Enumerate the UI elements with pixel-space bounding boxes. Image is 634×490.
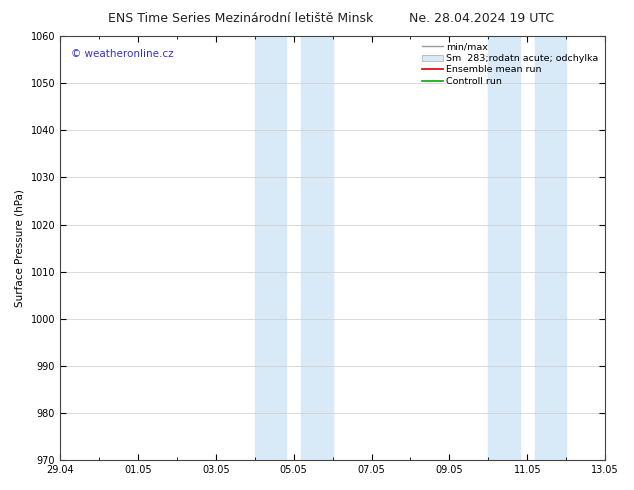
- Bar: [255, 36, 286, 460]
- Bar: [535, 36, 566, 460]
- Text: © weatheronline.cz: © weatheronline.cz: [71, 49, 174, 59]
- Bar: [301, 36, 333, 460]
- Y-axis label: Surface Pressure (hPa): Surface Pressure (hPa): [15, 189, 25, 307]
- Bar: [488, 36, 519, 460]
- Text: Ne. 28.04.2024 19 UTC: Ne. 28.04.2024 19 UTC: [410, 12, 554, 25]
- Legend: min/max, Sm  283;rodatn acute; odchylka, Ensemble mean run, Controll run: min/max, Sm 283;rodatn acute; odchylka, …: [420, 41, 600, 88]
- Text: ENS Time Series Mezinárodní letiště Minsk: ENS Time Series Mezinárodní letiště Mins…: [108, 12, 373, 25]
